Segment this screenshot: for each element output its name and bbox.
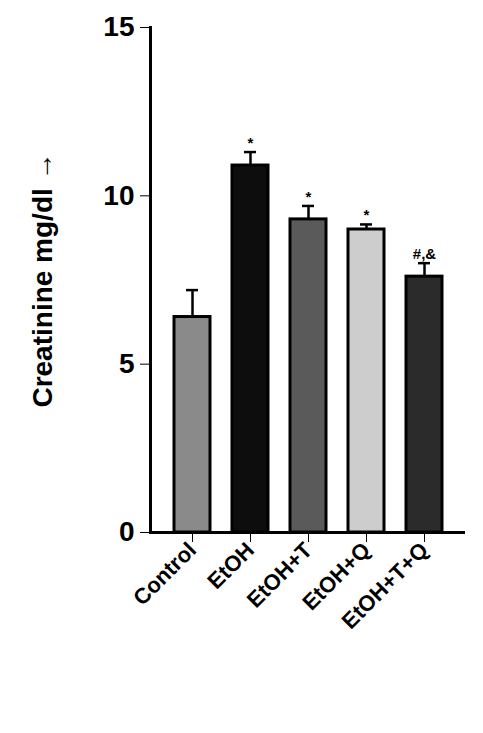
svg-text:Control: Control	[128, 537, 201, 610]
svg-text:EtOH+T+Q: EtOH+T+Q	[337, 537, 433, 633]
svg-text:10: 10	[103, 180, 134, 211]
svg-text:*: *	[364, 206, 370, 223]
svg-text:*: *	[306, 188, 312, 205]
svg-text:EtOH+Q: EtOH+Q	[297, 537, 375, 616]
svg-text:EtOH: EtOH	[202, 537, 259, 594]
svg-text:*: *	[248, 134, 254, 151]
svg-text:5: 5	[119, 348, 135, 379]
svg-text:15: 15	[103, 11, 134, 42]
svg-text:EtOH+T: EtOH+T	[241, 537, 317, 613]
svg-text:#,&: #,&	[413, 245, 437, 262]
svg-text:Creatinine mg/dl →: Creatinine mg/dl →	[27, 152, 58, 407]
svg-text:0: 0	[119, 516, 135, 547]
